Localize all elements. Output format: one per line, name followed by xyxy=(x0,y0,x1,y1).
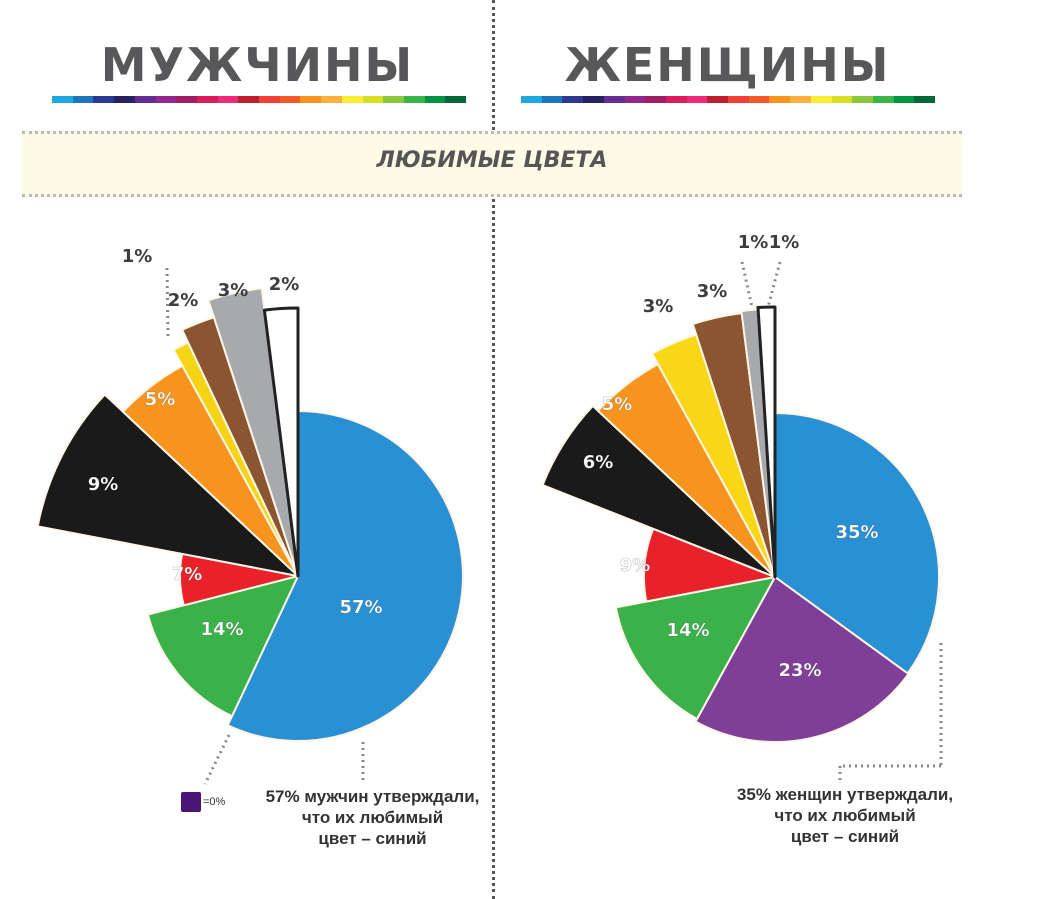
slice-label: 57% xyxy=(339,597,382,618)
rainbow-segment xyxy=(707,96,729,103)
rainbow-segment xyxy=(176,96,197,103)
slice-label: 3% xyxy=(218,280,249,301)
rainbow-segment xyxy=(134,96,156,103)
slice-label: 14% xyxy=(200,619,243,640)
rainbow-segment xyxy=(624,96,646,103)
purple-legend-label: =0% xyxy=(203,796,226,808)
rainbow-segment xyxy=(341,96,363,103)
rainbow-segment xyxy=(728,96,749,103)
rainbow-segment xyxy=(72,96,94,103)
banner-title: ЛЮБИМЫЕ ЦВЕТА xyxy=(376,148,608,173)
purple-zero-legend: =0% xyxy=(181,792,225,812)
rainbow-segment xyxy=(521,96,542,103)
slice-label: 3% xyxy=(643,296,674,317)
rainbow-segment xyxy=(872,96,894,103)
women-annotation-line: цвет – синий xyxy=(790,827,900,846)
rainbow-segment xyxy=(259,96,280,103)
men-rainbow-bar xyxy=(52,96,467,103)
rainbow-segment xyxy=(541,96,563,103)
rainbow-segment xyxy=(852,96,873,103)
slice-label: 1% xyxy=(738,232,769,253)
pie-slice xyxy=(756,305,777,579)
rainbow-segment xyxy=(790,96,811,103)
rainbow-segment xyxy=(300,96,322,103)
rainbow-segment xyxy=(562,96,584,103)
slice-label: 2% xyxy=(168,290,199,311)
slice-label: 1% xyxy=(122,246,153,267)
pie-slice xyxy=(262,306,300,578)
rainbow-segment xyxy=(810,96,832,103)
rainbow-segment xyxy=(114,96,135,103)
rainbow-segment xyxy=(217,96,239,103)
rainbow-segment xyxy=(238,96,260,103)
pie-slice xyxy=(774,412,940,675)
rainbow-segment xyxy=(645,96,666,103)
women-title: ЖЕНЩИНЫ xyxy=(564,38,891,92)
pie-slice xyxy=(146,575,299,718)
rainbow-segment xyxy=(321,96,342,103)
slice-label: 3% xyxy=(697,281,728,302)
pie-slice xyxy=(226,410,464,742)
rainbow-segment xyxy=(893,96,915,103)
rainbow-segment xyxy=(155,96,177,103)
slice-label: 9% xyxy=(88,474,119,495)
rainbow-segment xyxy=(383,96,404,103)
men-annotation: 57% мужчин утверждали, что их любимый цв… xyxy=(245,786,500,849)
rainbow-segment xyxy=(831,96,853,103)
rainbow-segment xyxy=(914,96,936,103)
rainbow-segment xyxy=(603,96,625,103)
rainbow-segment xyxy=(769,96,791,103)
pie-slice xyxy=(207,287,299,577)
rainbow-segment xyxy=(424,96,446,103)
slice-label: 7% xyxy=(172,564,203,585)
rainbow-segment xyxy=(93,96,115,103)
women-annotation-line: 35% женщин утверждали, xyxy=(736,785,954,804)
leader-lines xyxy=(165,261,943,785)
slice-label: 14% xyxy=(666,620,709,641)
slice-label: 5% xyxy=(602,394,633,415)
rainbow-segment xyxy=(748,96,770,103)
rainbow-segment xyxy=(196,96,218,103)
rainbow-segment xyxy=(403,96,425,103)
slice-label: 23% xyxy=(778,660,821,681)
slice-label: 6% xyxy=(583,452,614,473)
pie-slice xyxy=(694,576,910,744)
pie-slice xyxy=(614,576,776,720)
rainbow-segment xyxy=(362,96,384,103)
rainbow-segment xyxy=(52,96,73,103)
rainbow-segment xyxy=(665,96,687,103)
pie-slice xyxy=(36,393,299,577)
women-rainbow-bar xyxy=(521,96,936,103)
men-pie-chart: 57% 14% 7% 9% 5% 1% 2% 3% 2% xyxy=(36,246,464,742)
favorite-colors-banner: ЛЮБИМЫЕ ЦВЕТА xyxy=(22,131,962,197)
men-annotation-line: 57% мужчин утверждали, xyxy=(265,787,480,806)
slice-label: 35% xyxy=(835,522,878,543)
rainbow-segment xyxy=(279,96,301,103)
rainbow-segment xyxy=(686,96,708,103)
men-annotation-line: что их любимый xyxy=(301,808,444,827)
rainbow-segment xyxy=(445,96,467,103)
pie-slice xyxy=(541,404,776,578)
women-pie-chart: 35% 23% 14% 9% 6% 5% 3% 3% 1% 1% xyxy=(541,232,940,744)
men-title: МУЖЧИНЫ xyxy=(100,38,415,92)
slice-label: 2% xyxy=(269,274,300,295)
women-annotation-line: что их любимый xyxy=(774,806,916,825)
men-annotation-line: цвет – синий xyxy=(318,829,427,848)
slice-label: 9% xyxy=(620,555,651,576)
slice-label: 1% xyxy=(769,232,800,253)
women-annotation: 35% женщин утверждали, что их любимый цв… xyxy=(715,784,975,847)
rainbow-segment xyxy=(583,96,604,103)
purple-swatch xyxy=(181,792,201,812)
center-divider xyxy=(492,0,495,899)
slice-label: 5% xyxy=(145,389,176,410)
